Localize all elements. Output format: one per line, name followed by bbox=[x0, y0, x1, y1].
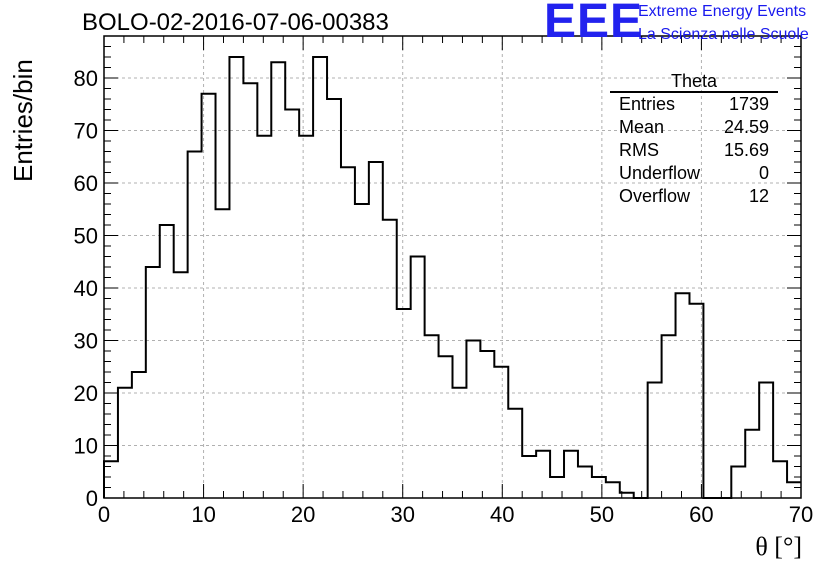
x-tick-label: 70 bbox=[789, 502, 813, 527]
stats-row-underflow: Underflow 0 bbox=[610, 162, 778, 185]
stats-row-mean: Mean 24.59 bbox=[610, 116, 778, 139]
x-tick-label: 20 bbox=[291, 502, 315, 527]
x-tick-label: 40 bbox=[490, 502, 514, 527]
y-tick-label: 20 bbox=[74, 381, 98, 406]
stats-label: Entries bbox=[619, 94, 676, 114]
y-tick-label: 30 bbox=[74, 329, 98, 354]
x-tick-label: 60 bbox=[689, 502, 713, 527]
stats-row-rms: RMS 15.69 bbox=[610, 139, 778, 162]
y-tick-label: 40 bbox=[74, 276, 98, 301]
stats-label: Underflow bbox=[619, 163, 701, 183]
stats-label: Overflow bbox=[619, 186, 691, 206]
chart-title: BOLO-02-2016-07-06-00383 bbox=[82, 9, 389, 36]
stats-value: 12 bbox=[748, 186, 769, 206]
stats-value: 24.59 bbox=[723, 117, 769, 137]
y-tick-label: 60 bbox=[74, 171, 98, 196]
stats-value: 15.69 bbox=[723, 140, 769, 160]
logo-line-2: La Scienza nelle Scuole bbox=[638, 26, 809, 43]
tick-labels: 0 10 20 30 40 50 60 70 0 10 20 30 40 50 60 70 80 bbox=[74, 66, 814, 527]
grid-lines bbox=[104, 36, 801, 498]
logo-line-1: Extreme Energy Events bbox=[638, 3, 807, 20]
stats-box: Theta Entries 1739 Mean 24.59 RMS 15.69 … bbox=[610, 71, 778, 208]
x-axis-title: θ [°] bbox=[755, 532, 802, 561]
x-tick-label: 30 bbox=[390, 502, 414, 527]
y-tick-label: 10 bbox=[74, 434, 98, 459]
y-tick-label: 0 bbox=[86, 486, 98, 511]
stats-value: 0 bbox=[758, 163, 769, 183]
stats-value: 1739 bbox=[728, 94, 769, 114]
stats-row-entries: Entries 1739 bbox=[610, 93, 778, 116]
stats-label: RMS bbox=[619, 140, 659, 160]
stats-box-title: Theta bbox=[610, 71, 778, 93]
eee-logo-mark: EEE bbox=[544, 0, 644, 48]
y-tick-label: 70 bbox=[74, 119, 98, 144]
x-tick-label: 0 bbox=[98, 502, 110, 527]
x-tick-label: 10 bbox=[191, 502, 215, 527]
y-tick-label: 50 bbox=[74, 224, 98, 249]
x-tick-label: 50 bbox=[590, 502, 614, 527]
histogram-series-line bbox=[103, 56, 801, 499]
y-tick-label: 80 bbox=[74, 66, 98, 91]
axis-ticks bbox=[103, 35, 802, 499]
y-axis-title: Entries/bin bbox=[8, 59, 38, 182]
stats-row-overflow: Overflow 12 bbox=[610, 185, 778, 208]
stats-label: Mean bbox=[619, 117, 665, 137]
